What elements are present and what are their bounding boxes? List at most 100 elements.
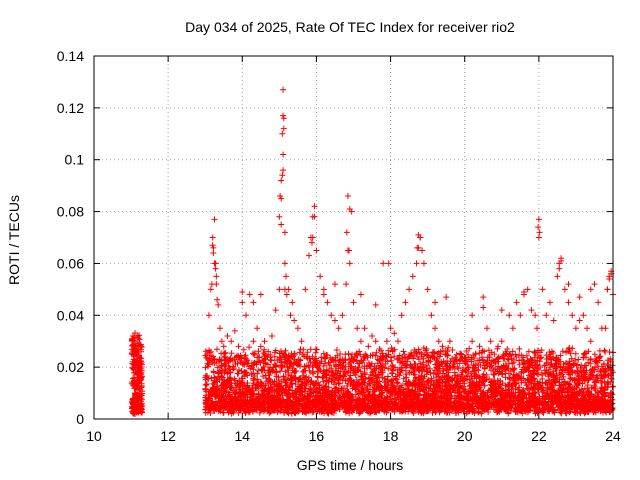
data-point <box>217 325 224 332</box>
data-point <box>346 247 353 254</box>
y-tick-label: 0.1 <box>65 152 85 168</box>
data-point <box>385 260 392 267</box>
data-point <box>309 213 316 220</box>
data-point <box>498 307 505 314</box>
data-point <box>480 294 487 301</box>
data-point <box>210 250 217 257</box>
data-point <box>250 299 257 306</box>
data-point <box>604 286 611 293</box>
data-point <box>546 299 553 306</box>
data-point <box>213 273 220 280</box>
data-point <box>428 312 435 319</box>
data-point <box>276 286 283 293</box>
data-point <box>580 312 587 319</box>
data-point <box>280 86 287 93</box>
data-point <box>306 252 313 259</box>
data-point <box>506 312 513 319</box>
data-point <box>354 325 361 332</box>
data-point <box>278 221 285 228</box>
data-point <box>278 177 285 184</box>
data-point <box>320 286 327 293</box>
data-point <box>211 216 218 223</box>
data-point <box>207 286 214 293</box>
data-point <box>239 288 246 295</box>
data-point <box>409 273 416 280</box>
data-point <box>239 299 246 306</box>
data-point <box>584 325 591 332</box>
y-tick-label: 0.02 <box>57 359 84 375</box>
data-point <box>231 327 238 334</box>
plot-frame <box>93 55 614 420</box>
data-point <box>439 343 446 350</box>
data-point <box>543 312 550 319</box>
data-point <box>246 291 253 298</box>
data-point <box>528 307 535 314</box>
data-point <box>220 343 227 350</box>
data-point <box>331 281 338 288</box>
data-point <box>278 195 285 202</box>
data-point <box>344 193 351 200</box>
data-point <box>302 286 309 293</box>
data-point <box>365 343 372 350</box>
data-point <box>380 260 387 267</box>
data-point <box>419 247 426 254</box>
data-point <box>272 307 279 314</box>
data-point <box>561 286 568 293</box>
data-point <box>558 255 565 262</box>
data-point <box>280 112 287 119</box>
data-point <box>350 299 357 306</box>
data-point <box>406 286 413 293</box>
data-point <box>280 151 287 158</box>
data-point <box>414 244 421 251</box>
data-point <box>413 260 420 267</box>
data-point <box>524 286 531 293</box>
data-point <box>576 294 583 301</box>
data-point <box>432 299 439 306</box>
data-point <box>576 317 583 324</box>
data-point <box>539 286 546 293</box>
data-point <box>372 301 379 308</box>
y-tick-label: 0.04 <box>57 307 84 323</box>
data-point <box>606 275 613 282</box>
data-point <box>242 312 249 319</box>
data-point <box>587 286 594 293</box>
data-point <box>432 325 439 332</box>
data-point <box>357 291 364 298</box>
data-point <box>205 312 212 319</box>
data-point <box>532 312 539 319</box>
data-point <box>265 348 272 355</box>
data-point <box>498 338 505 345</box>
y-tick-label: 0.12 <box>57 100 84 116</box>
data-point <box>469 312 476 319</box>
data-point <box>420 260 427 267</box>
data-point <box>391 330 398 337</box>
data-point <box>280 115 287 122</box>
data-point <box>602 325 609 332</box>
data-point <box>346 260 353 267</box>
data-point <box>283 291 290 298</box>
data-point <box>550 317 557 324</box>
data-point <box>398 312 405 319</box>
data-point <box>443 294 450 301</box>
data-point <box>565 281 572 288</box>
data-point <box>357 338 364 345</box>
data-point <box>214 296 221 303</box>
data-point <box>476 343 483 350</box>
data-point <box>372 338 379 345</box>
data-point <box>435 338 442 345</box>
data-point <box>534 325 541 332</box>
data-point <box>210 244 217 251</box>
data-point <box>521 288 528 295</box>
data-point <box>218 338 225 345</box>
data-point <box>446 338 453 345</box>
data-point <box>343 281 350 288</box>
data-point <box>283 273 290 280</box>
data-point <box>261 338 268 345</box>
data-point <box>289 299 296 306</box>
data-point <box>480 304 487 311</box>
data-point <box>279 172 286 179</box>
data-point <box>569 312 576 319</box>
data-point <box>591 281 598 288</box>
data-point <box>280 167 287 174</box>
data-point <box>317 273 324 280</box>
